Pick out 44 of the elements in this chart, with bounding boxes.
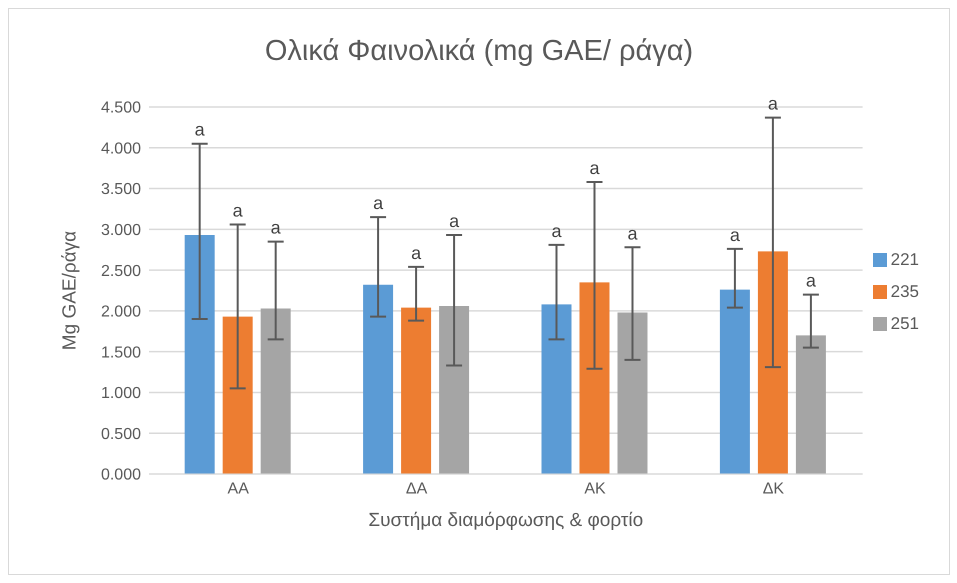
- y-tick-label: 1.000: [100, 385, 142, 402]
- annotation: a: [806, 270, 817, 291]
- annotation: a: [589, 158, 600, 178]
- y-tick-label: 4.000: [100, 140, 142, 158]
- bar: [260, 308, 291, 474]
- x-tick-label: ΔΚ: [762, 480, 784, 498]
- bar: [184, 235, 215, 474]
- y-tick-label: 3.000: [100, 222, 142, 240]
- annotation: a: [194, 120, 206, 140]
- annotation: a: [270, 218, 282, 238]
- annotation: a: [768, 94, 779, 114]
- chart-title: Ολικά Φαινολικά (mg GAE/ ράγα): [264, 35, 694, 68]
- x-tick-label: ΑΚ: [584, 480, 606, 498]
- y-tick-label: 2.500: [100, 262, 142, 280]
- y-tick-label: 3.500: [100, 181, 142, 198]
- annotation: a: [373, 193, 384, 214]
- y-tick-label: 4.500: [100, 100, 142, 117]
- y-tick-label: 0.000: [100, 466, 142, 484]
- annotation: a: [551, 220, 562, 241]
- bar: [617, 312, 648, 474]
- bar: [758, 251, 788, 474]
- y-axis-title: Mg GAE/ράγα: [60, 230, 81, 350]
- legend-label: 235: [890, 282, 919, 300]
- annotation: a: [411, 242, 422, 263]
- bar: [579, 282, 610, 474]
- bar: [439, 306, 470, 474]
- annotation: a: [730, 224, 741, 245]
- bar: [363, 284, 394, 474]
- bar: [541, 304, 572, 474]
- x-tick-label: ΔΑ: [406, 480, 428, 498]
- bar: [222, 316, 253, 474]
- y-tick-label: 1.500: [100, 344, 142, 362]
- annotation: a: [449, 211, 460, 232]
- legend-label: 221: [890, 250, 919, 268]
- bar: [401, 308, 432, 474]
- bar: [720, 290, 750, 474]
- y-tick-label: 2.000: [100, 304, 142, 321]
- annotation: a: [232, 200, 244, 220]
- bar: [796, 335, 826, 474]
- x-tick-label: ΑΑ: [228, 480, 250, 498]
- legend-label: 251: [890, 314, 919, 332]
- x-axis-title: Συστήμα διαμόρφωσης & φορτίο: [368, 510, 644, 531]
- y-tick-label: 0.500: [100, 426, 142, 443]
- annotation: a: [627, 223, 638, 244]
